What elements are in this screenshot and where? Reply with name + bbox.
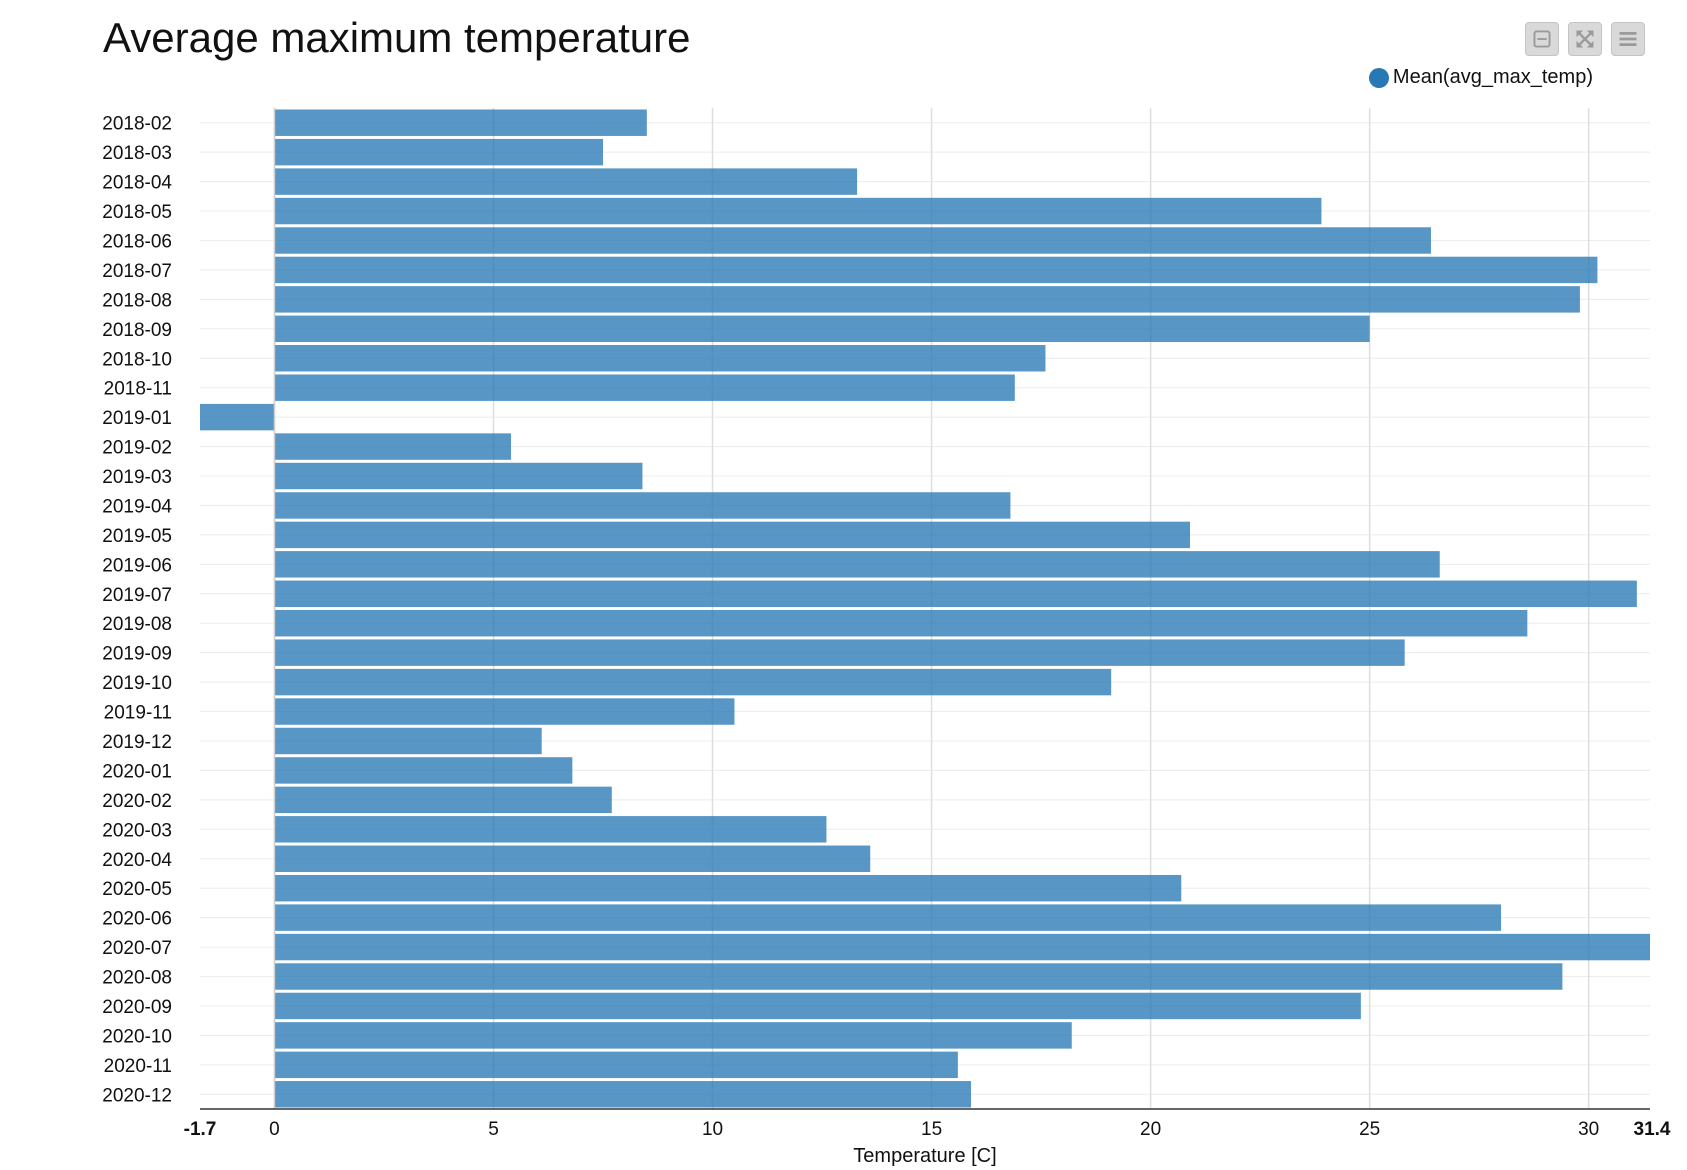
bar-2019-07 [274, 580, 1637, 607]
bar-2020-05 [274, 874, 1182, 902]
x-tick-label: 15 [921, 1119, 942, 1140]
bar-2020-04 [274, 845, 871, 872]
y-tick-label: 2019-06 [102, 555, 172, 576]
legend-swatch [1368, 67, 1389, 88]
bar-2018-07 [274, 256, 1598, 284]
bar-2018-03 [274, 138, 604, 166]
y-tick-label: 2020-06 [102, 909, 172, 930]
labels-layer: 2018-02 2018-03 2018-04 2018-05 2018-06 2018-… [102, 114, 1671, 1140]
x-tick-label: 20 [1140, 1119, 1161, 1140]
bar-2020-09 [274, 992, 1361, 1020]
y-tick-label: 2020-03 [102, 820, 172, 841]
y-tick-label: 2018-08 [102, 290, 172, 311]
y-tick-label: 2020-11 [104, 1056, 172, 1077]
x-tick-label: 10 [702, 1119, 723, 1140]
x-tick-label: 30 [1578, 1119, 1599, 1140]
y-tick-label: 2020-07 [102, 938, 172, 959]
y-tick-label: 2020-08 [102, 968, 172, 989]
y-tick-label: 2020-05 [102, 879, 172, 900]
bar-2020-03 [274, 816, 827, 843]
y-tick-label: 2019-04 [102, 496, 172, 517]
bars-layer [200, 109, 1650, 1108]
minimize-icon [1533, 30, 1551, 48]
y-tick-label: 2020-02 [102, 791, 172, 812]
axis-layer [200, 108, 1650, 1110]
y-tick-label: 2019-07 [102, 585, 172, 606]
y-tick-label: 2018-07 [102, 261, 172, 282]
bar-2018-06 [274, 227, 1431, 254]
bar-2019-02 [274, 433, 512, 460]
x-axis-title: Temperature [C] [853, 1145, 996, 1167]
menu-button[interactable] [1611, 22, 1645, 56]
bar-2020-07 [274, 933, 1650, 961]
bar-2020-06 [274, 904, 1502, 931]
bar-2020-12 [274, 1081, 971, 1108]
y-tick-label: 2019-01 [102, 408, 172, 429]
bar-2020-08 [274, 963, 1563, 990]
y-tick-label: 2018-11 [104, 379, 172, 400]
y-tick-label: 2020-12 [102, 1085, 172, 1106]
minimize-button[interactable] [1525, 22, 1559, 56]
bar-2019-10 [274, 668, 1112, 696]
bar-2019-01 [200, 403, 275, 431]
y-tick-label: 2019-02 [102, 438, 172, 459]
bar-2020-11 [274, 1051, 958, 1079]
menu-icon [1619, 31, 1637, 47]
y-tick-label: 2018-06 [102, 231, 172, 252]
bar-2019-09 [274, 639, 1405, 666]
bar-2019-05 [274, 521, 1191, 549]
y-tick-label: 2019-05 [102, 526, 172, 547]
y-tick-label: 2019-09 [102, 644, 172, 665]
bar-2018-02 [274, 109, 647, 136]
bar-2019-11 [274, 698, 735, 725]
bar-2019-08 [274, 610, 1528, 637]
bar-2018-05 [274, 197, 1322, 225]
y-tick-label: 2019-10 [102, 673, 172, 694]
y-tick-label: 2018-05 [102, 202, 172, 223]
y-tick-label: 2018-02 [102, 114, 172, 135]
y-tick-label: 2020-10 [102, 1026, 172, 1047]
y-tick-label: 2020-01 [102, 761, 172, 782]
bar-2018-11 [274, 374, 1015, 401]
bar-2018-04 [274, 168, 858, 195]
expand-button[interactable] [1568, 22, 1602, 56]
bar-2020-01 [274, 757, 573, 784]
bar-2019-06 [274, 551, 1440, 578]
y-tick-label: 2018-03 [102, 143, 172, 164]
y-tick-label: 2018-04 [102, 173, 172, 194]
bar-2019-04 [274, 492, 1011, 519]
chart-title: Average maximum temperature [103, 14, 691, 61]
bar-2020-02 [274, 786, 612, 814]
expand-icon [1576, 30, 1594, 48]
x-tick-label: 25 [1359, 1119, 1380, 1140]
x-tick-label: 0 [269, 1119, 280, 1140]
x-tick-label-min: -1.7 [184, 1119, 217, 1140]
x-tick-label-max: 31.4 [1634, 1119, 1671, 1140]
legend[interactable]: Mean(avg_max_temp) [1368, 66, 1593, 89]
legend-label: Mean(avg_max_temp) [1392, 66, 1593, 88]
y-tick-label: 2019-12 [102, 732, 172, 753]
y-tick-label: 2020-09 [102, 997, 172, 1018]
x-tick-label: 5 [488, 1119, 499, 1140]
bar-2018-10 [274, 345, 1046, 372]
y-tick-label: 2019-03 [102, 467, 172, 488]
bar-2019-12 [274, 727, 542, 755]
bar-2018-08 [274, 286, 1580, 313]
y-tick-label: 2020-04 [102, 850, 172, 871]
bar-2018-09 [274, 315, 1370, 343]
y-tick-label: 2019-11 [104, 703, 172, 724]
y-tick-label: 2018-09 [102, 320, 172, 341]
bar-2019-03 [274, 462, 643, 490]
bar-2020-10 [274, 1022, 1072, 1049]
y-tick-label: 2018-10 [102, 349, 172, 370]
y-tick-label: 2019-08 [102, 614, 172, 635]
